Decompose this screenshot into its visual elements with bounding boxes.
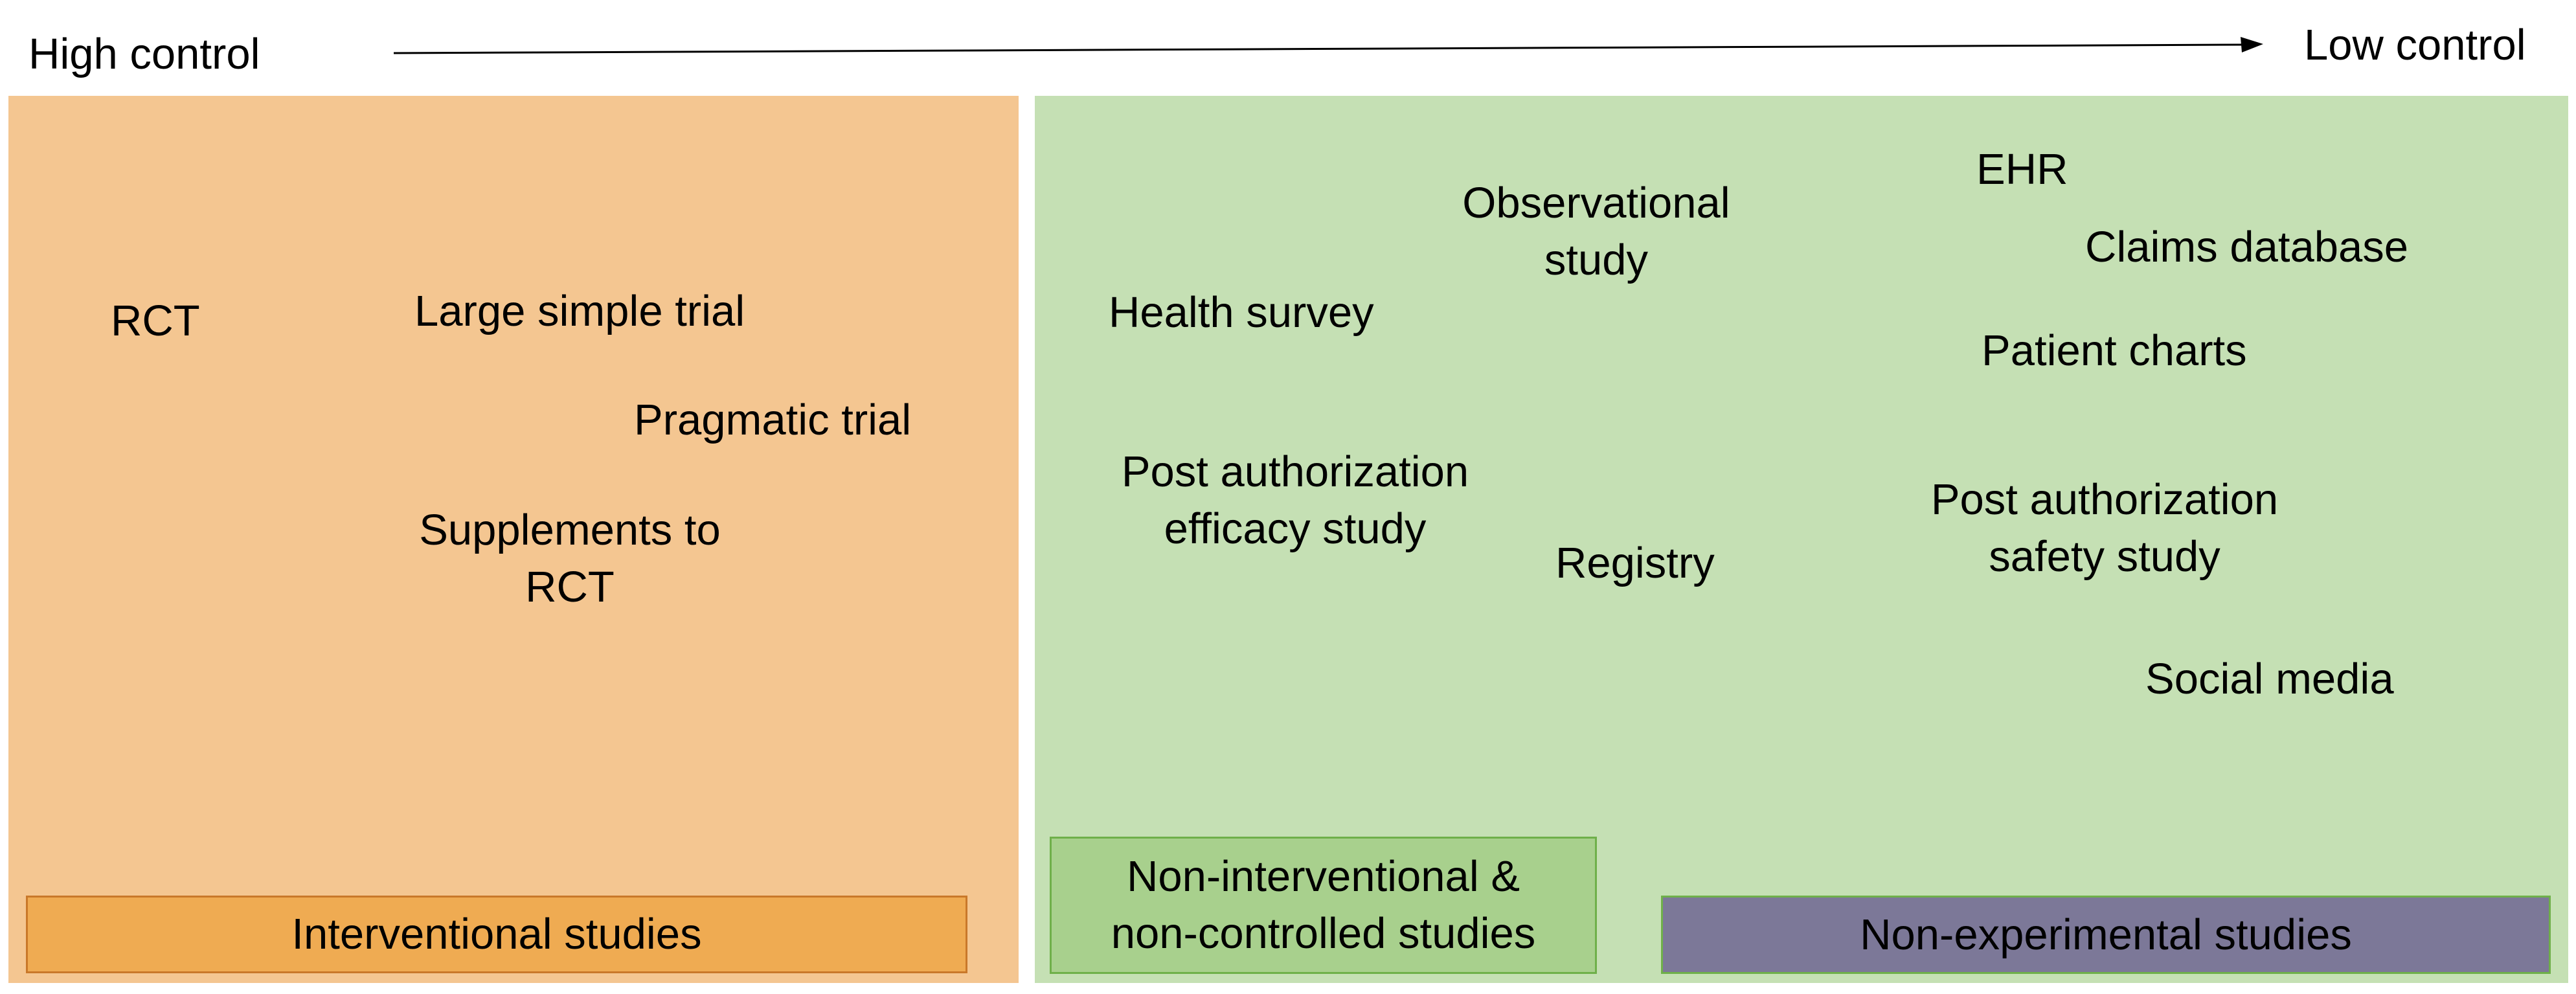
noninterventional-legend-line-2: non-controlled studies <box>1111 909 1536 958</box>
high-control-label: High control <box>28 30 260 78</box>
supplements-line-2: RCT <box>525 563 615 611</box>
low-control-label: Low control <box>2304 21 2526 69</box>
nonexperimental-studies-legend: Non-experimental studies <box>1661 896 2551 974</box>
registry-label: Registry <box>1555 539 1715 587</box>
safety-line-2: safety study <box>1989 532 2220 581</box>
efficacy-line-1: Post authorization <box>1121 447 1469 496</box>
supplements-to-rct-label: Supplements to RCT <box>401 502 738 616</box>
interventional-studies-legend: Interventional studies <box>26 896 967 973</box>
safety-line-1: Post authorization <box>1930 475 2279 524</box>
noninterventional-panel <box>1035 96 2568 983</box>
health-survey-label: Health survey <box>1109 288 1374 337</box>
pragmatic-trial-label: Pragmatic trial <box>634 396 912 444</box>
noninterventional-studies-legend: Non-interventional & non-controlled stud… <box>1050 837 1597 974</box>
post-authorization-safety-study-label: Post authorization safety study <box>1904 471 2305 585</box>
supplements-line-1: Supplements to <box>419 506 721 554</box>
large-simple-trial-label: Large simple trial <box>414 287 745 335</box>
observational-study-label: Observational study <box>1428 175 1765 289</box>
noninterventional-legend-line-1: Non-interventional & <box>1126 852 1520 901</box>
post-authorization-efficacy-study-label: Post authorization efficacy study <box>1094 444 1496 558</box>
observational-line-2: study <box>1544 236 1649 284</box>
control-axis-arrow <box>393 37 2263 54</box>
nonexperimental-studies-label: Non-experimental studies <box>1860 910 2352 959</box>
interventional-studies-label: Interventional studies <box>291 910 702 958</box>
ehr-label: EHR <box>1976 145 2068 194</box>
observational-line-1: Observational <box>1462 179 1730 227</box>
patient-charts-label: Patient charts <box>1982 326 2247 375</box>
social-media-label: Social media <box>2145 655 2394 703</box>
efficacy-line-2: efficacy study <box>1164 504 1427 553</box>
rct-label: RCT <box>111 297 200 345</box>
interventional-panel <box>8 96 1019 983</box>
claims-database-label: Claims database <box>2085 223 2409 271</box>
noninterventional-legend-text: Non-interventional & non-controlled stud… <box>1111 848 1536 962</box>
